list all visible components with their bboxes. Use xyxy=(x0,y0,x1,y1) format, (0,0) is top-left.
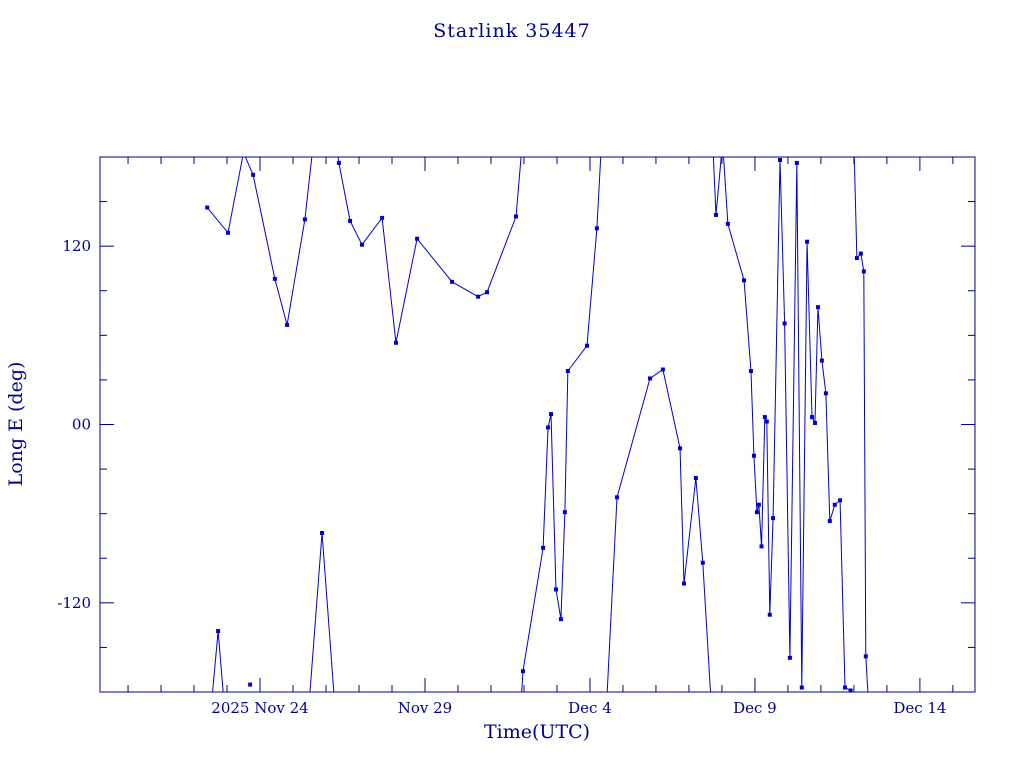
x-tick-label: Nov 29 xyxy=(398,699,453,717)
data-marker xyxy=(415,236,420,241)
data-marker xyxy=(854,256,859,261)
data-marker xyxy=(320,530,325,535)
y-tick-label: 120 xyxy=(62,237,91,255)
y-tick-label: -120 xyxy=(57,594,91,612)
data-marker xyxy=(584,343,589,348)
data-marker xyxy=(520,669,525,674)
data-marker xyxy=(359,242,364,247)
data-marker xyxy=(348,218,353,223)
data-marker xyxy=(759,544,764,549)
data-marker xyxy=(248,682,253,687)
track-line xyxy=(606,368,711,692)
track-line xyxy=(521,157,602,692)
data-marker xyxy=(799,685,804,690)
data-marker xyxy=(678,446,683,451)
data-marker xyxy=(754,510,759,515)
data-marker xyxy=(205,205,210,210)
data-marker xyxy=(762,415,767,420)
data-marker xyxy=(251,172,256,177)
data-marker xyxy=(861,269,866,274)
data-marker xyxy=(823,391,828,396)
data-marker xyxy=(858,251,863,256)
axis-ticks xyxy=(100,157,975,692)
data-marker xyxy=(810,415,815,420)
data-marker xyxy=(819,358,824,363)
data-marker xyxy=(742,278,747,283)
track-line xyxy=(712,157,852,692)
data-marker xyxy=(812,421,817,426)
x-tick-label: Dec 9 xyxy=(733,699,777,717)
data-marker xyxy=(748,369,753,373)
data-marker xyxy=(713,212,718,217)
data-marker xyxy=(615,495,620,500)
data-series xyxy=(205,157,869,692)
data-marker xyxy=(546,425,551,430)
data-marker xyxy=(553,587,558,592)
data-marker xyxy=(827,519,832,524)
x-tick-label: Dec 14 xyxy=(893,699,946,717)
data-marker xyxy=(805,239,810,244)
data-marker xyxy=(302,217,307,222)
data-marker xyxy=(838,498,843,503)
data-marker xyxy=(450,279,455,284)
track-line xyxy=(853,157,869,692)
data-marker xyxy=(514,214,519,219)
data-marker xyxy=(380,215,385,220)
track-line xyxy=(309,532,335,692)
y-tick-label: 00 xyxy=(72,416,91,434)
data-marker xyxy=(863,654,868,659)
data-marker xyxy=(681,581,686,586)
x-axis-label: Time(UTC) xyxy=(483,721,591,743)
data-marker xyxy=(794,160,799,165)
data-marker xyxy=(778,157,783,162)
data-marker xyxy=(594,226,599,231)
x-tick-label: 2025 Nov 24 xyxy=(211,699,308,717)
track-line xyxy=(206,157,522,343)
data-marker xyxy=(756,502,761,507)
data-marker xyxy=(787,655,792,660)
data-marker xyxy=(562,510,567,515)
tick-labels: 2025 Nov 24 Nov 29 Dec 4 Dec 9 Dec 14 120 00 -1… xyxy=(57,237,946,717)
data-marker xyxy=(764,419,769,424)
data-marker xyxy=(767,612,772,617)
x-tick-label: Dec 4 xyxy=(568,699,612,717)
data-marker xyxy=(485,290,490,295)
track-line xyxy=(212,631,224,692)
data-marker xyxy=(476,294,481,299)
data-marker xyxy=(725,221,730,226)
data-marker xyxy=(843,685,848,690)
data-marker xyxy=(832,502,837,507)
data-marker xyxy=(565,369,570,373)
data-marker xyxy=(771,516,776,521)
data-marker xyxy=(660,367,665,372)
data-marker xyxy=(848,688,853,692)
data-marker xyxy=(782,321,787,326)
data-marker xyxy=(285,322,290,327)
data-marker xyxy=(751,453,756,458)
data-marker xyxy=(648,376,653,381)
data-marker xyxy=(700,560,705,565)
data-marker xyxy=(541,545,546,550)
chart-title: Starlink 35447 xyxy=(433,20,591,42)
data-marker xyxy=(558,617,563,622)
data-marker xyxy=(272,276,277,281)
data-marker xyxy=(393,340,398,345)
plot-frame xyxy=(99,156,976,693)
data-marker xyxy=(693,476,698,480)
data-marker xyxy=(336,160,341,165)
data-marker xyxy=(549,412,554,417)
data-marker xyxy=(216,629,221,634)
data-marker xyxy=(226,230,231,235)
data-marker xyxy=(815,305,820,310)
